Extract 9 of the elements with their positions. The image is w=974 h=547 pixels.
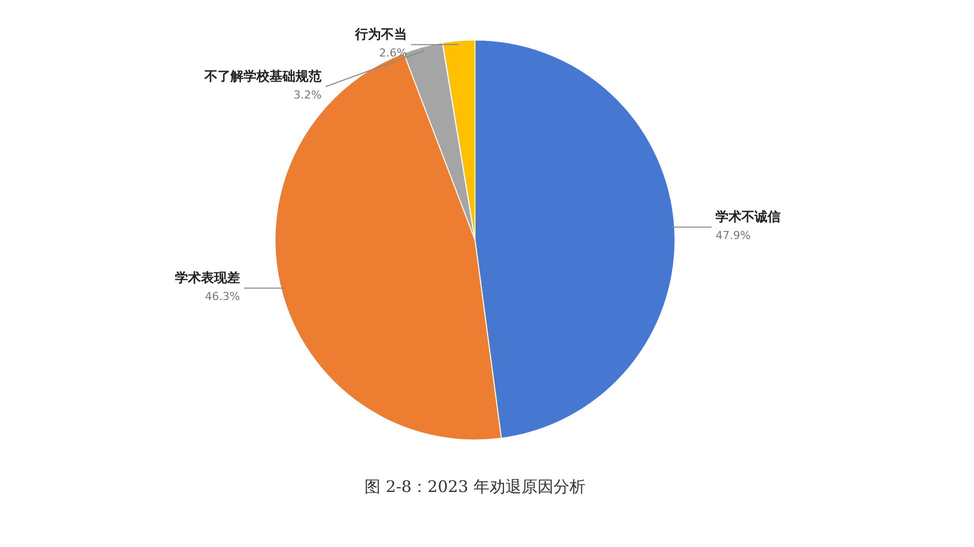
slice-label: 学术表现差 xyxy=(175,271,240,286)
data-label: 46.3% xyxy=(205,290,240,304)
data-label: 47.9% xyxy=(716,229,751,242)
data-label: 2.6% xyxy=(379,46,408,60)
slice-label: 不了解学校基础规范 xyxy=(204,68,322,85)
slice-label: 学术不诚信 xyxy=(716,210,781,226)
slice-label: 行为不当 xyxy=(354,28,408,43)
text: 图 2-8：2023 年劝退原因分析 xyxy=(364,477,586,496)
data-label: 3.2% xyxy=(294,88,322,102)
